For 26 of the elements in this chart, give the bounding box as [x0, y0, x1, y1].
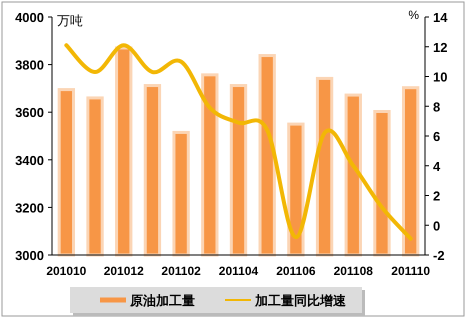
x-tick-label: 201106: [276, 264, 316, 278]
y-tick-label: 3800: [15, 58, 44, 73]
y2-tick-label: 6: [433, 129, 440, 144]
y-tick-label: 3200: [15, 200, 44, 216]
y-axis-title: 万吨: [57, 13, 83, 28]
x-tick-label: 201010: [46, 264, 87, 278]
y-tick-label: 3400: [15, 152, 44, 168]
y2-tick-label: 12: [433, 40, 448, 55]
y2-tick-label: 0: [433, 218, 440, 234]
x-tick-label: 201108: [334, 264, 374, 278]
x-tick-label: 201102: [161, 264, 202, 278]
y2-tick-label: 10: [433, 70, 448, 84]
y-tick-label: 4000: [15, 10, 44, 25]
legend-label: 原油加工量: [129, 293, 195, 308]
y-tick-label: 3000: [15, 248, 44, 263]
y2-tick-label: 8: [433, 99, 440, 114]
x-tick-label: 201104: [218, 264, 259, 278]
legend-label: 加工量同比增速: [254, 293, 347, 308]
y2-axis-title: %: [408, 8, 420, 22]
y2-tick-label: 2: [433, 188, 440, 204]
y2-tick-label: -2: [433, 248, 445, 263]
y-tick-label: 3600: [15, 105, 44, 120]
x-tick-label: 201110: [391, 264, 430, 278]
y2-tick-label: 14: [433, 10, 448, 25]
x-tick-label: 201012: [104, 264, 144, 278]
y2-tick-label: 4: [433, 158, 441, 174]
